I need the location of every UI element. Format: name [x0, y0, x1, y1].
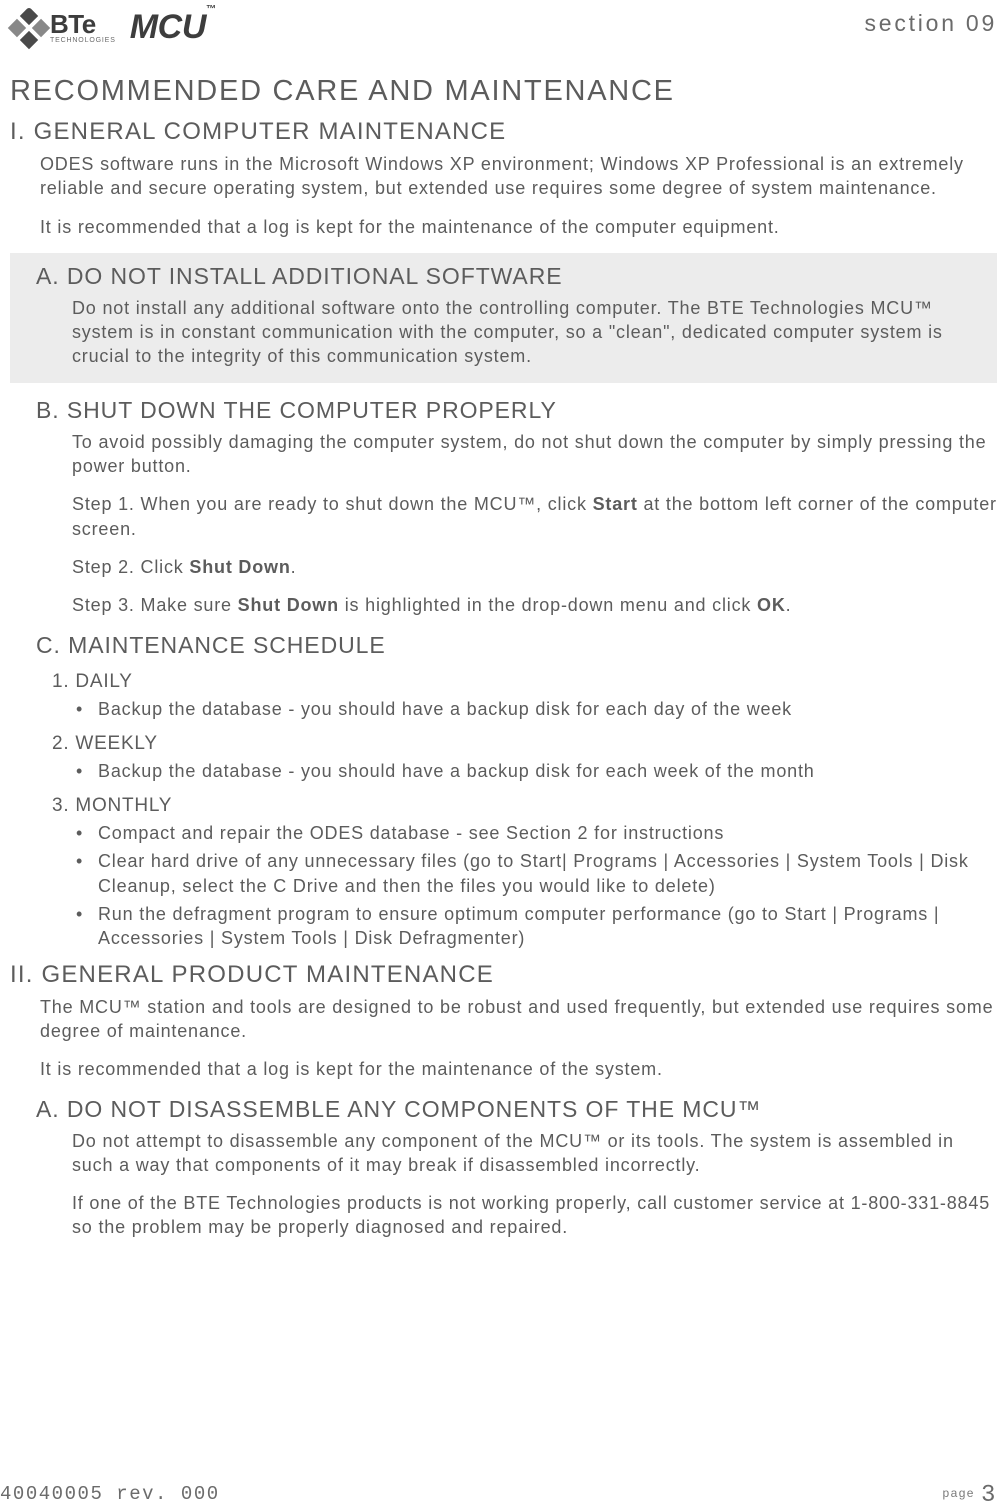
schedule-weekly-list: Backup the database - you should have a …	[10, 759, 997, 783]
callout-box-a: A. DO NOT INSTALL ADDITIONAL SOFTWARE Do…	[10, 253, 997, 383]
section-1a-heading: A. DO NOT INSTALL ADDITIONAL SOFTWARE	[20, 263, 987, 290]
page-footer: 40040005 rev. 000 page 3	[0, 1478, 997, 1505]
doc-number: 40040005 rev. 000	[0, 1483, 220, 1505]
section-2-p2: It is recommended that a log is kept for…	[10, 1057, 997, 1081]
section-2a-heading: A. DO NOT DISASSEMBLE ANY COMPONENTS OF …	[10, 1096, 997, 1123]
list-item: Backup the database - you should have a …	[10, 697, 997, 721]
section-1b-step1: Step 1. When you are ready to shut down …	[10, 492, 997, 541]
schedule-weekly-heading: 2. WEEKLY	[10, 733, 997, 755]
section-1b-step3: Step 3. Make sure Shut Down is highlight…	[10, 593, 997, 617]
section-2-p1: The MCU™ station and tools are designed …	[10, 995, 997, 1044]
list-item: Backup the database - you should have a …	[10, 759, 997, 783]
bte-logo: BTe TECHNOLOGIES	[14, 11, 116, 44]
schedule-monthly-heading: 3. MONTHLY	[10, 795, 997, 817]
section-2-heading: II. GENERAL PRODUCT MAINTENANCE	[10, 961, 997, 989]
schedule-daily-list: Backup the database - you should have a …	[10, 697, 997, 721]
section-1-p1: ODES software runs in the Microsoft Wind…	[10, 152, 997, 201]
section-1b-step2: Step 2. Click Shut Down.	[10, 555, 997, 579]
section-1b-p1: To avoid possibly damaging the computer …	[10, 430, 997, 479]
mcu-logo-tm: ™	[206, 4, 216, 15]
section-1c-heading: C. MAINTENANCE SCHEDULE	[10, 632, 997, 659]
section-2a-p1: Do not attempt to disassemble any compon…	[10, 1129, 997, 1178]
schedule-daily-heading: 1. DAILY	[10, 671, 997, 693]
page-header: BTe TECHNOLOGIES MCU™ section 09	[10, 8, 997, 47]
page-title: RECOMMENDED CARE AND MAINTENANCE	[10, 75, 997, 108]
page-indicator: page 3	[942, 1478, 997, 1505]
section-1-p2: It is recommended that a log is kept for…	[10, 215, 997, 239]
list-item: Clear hard drive of any unnecessary file…	[10, 849, 997, 898]
list-item: Compact and repair the ODES database - s…	[10, 821, 997, 845]
list-item: Run the defragment program to ensure opt…	[10, 902, 997, 951]
mcu-logo-text: MCU	[130, 8, 206, 46]
section-1-heading: I. GENERAL COMPUTER MAINTENANCE	[10, 118, 997, 146]
bte-logo-text: BTe	[50, 11, 116, 37]
bte-logo-icon	[8, 6, 50, 48]
schedule-monthly-list: Compact and repair the ODES database - s…	[10, 821, 997, 950]
bte-logo-subtext: TECHNOLOGIES	[50, 37, 116, 44]
logo-group: BTe TECHNOLOGIES MCU™	[10, 8, 216, 47]
mcu-logo: MCU™	[130, 8, 216, 47]
section-1b-heading: B. SHUT DOWN THE COMPUTER PROPERLY	[10, 397, 997, 424]
section-2a-p2: If one of the BTE Technologies products …	[10, 1191, 997, 1240]
section-1a-p1: Do not install any additional software o…	[20, 296, 987, 369]
section-label: section 09	[865, 8, 997, 37]
